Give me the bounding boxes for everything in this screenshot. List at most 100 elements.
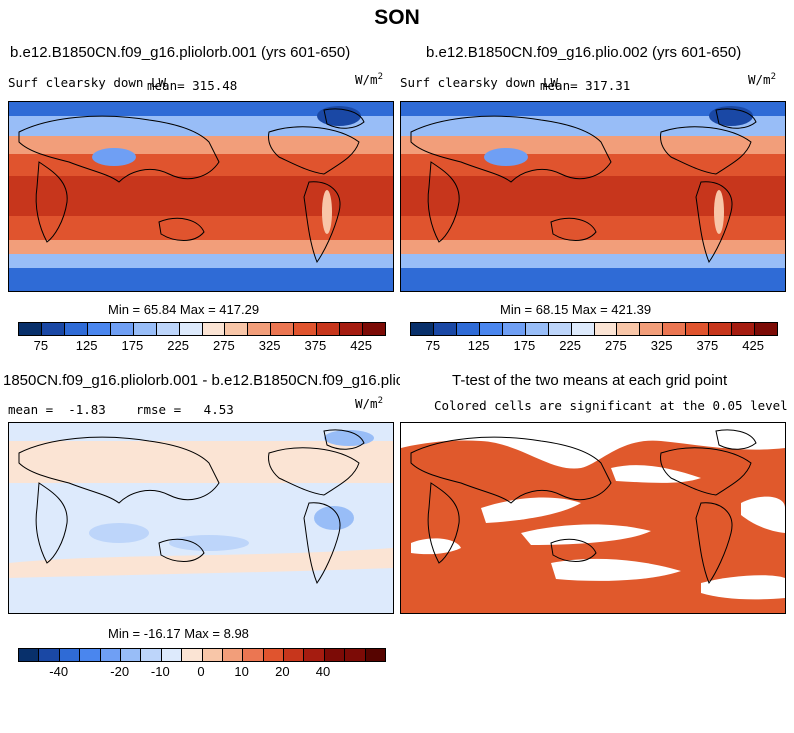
colorbar-swatch (324, 649, 346, 661)
ttest-white-north (401, 423, 785, 469)
colorbar-swatch (243, 649, 264, 661)
colorbar-tick-label: 75 (425, 338, 441, 353)
minmax-top-left: Min = 65.84 Max = 417.29 (108, 302, 260, 317)
coastlines-top-left (18, 108, 365, 264)
colorbar-tick-label: 20 (275, 664, 290, 679)
panel-title-top-right: b.e12.B1850CN.f09_g16.plio.002 (yrs 601-… (426, 44, 742, 61)
colorbar-swatch (80, 649, 101, 661)
panel-title-bottom-right: T-test of the two means at each grid poi… (452, 372, 728, 389)
ttest-white-midlat (611, 465, 701, 483)
colorbar-tick-label: 275 (213, 338, 235, 353)
colorbar-tick-label: 175 (121, 338, 144, 353)
colorbar-tick-label: 125 (75, 338, 98, 353)
colorbar-tick-label: 375 (304, 338, 327, 353)
season-title: SON (374, 6, 420, 29)
colorbar-tick-label: -20 (110, 664, 130, 679)
ttest-white-east-atl (741, 496, 785, 533)
colorbar-swatch (248, 323, 272, 335)
map-band-subpolar-s (9, 254, 393, 268)
colorbar-swatch (479, 323, 503, 335)
colorbar-tick-label: 325 (650, 338, 673, 353)
colorbar-swatch (202, 649, 223, 661)
colorbar-tick-label: 225 (167, 338, 189, 353)
map-panel-top-right (400, 101, 786, 292)
colorbar-swatch (182, 649, 203, 661)
map-panel-bottom-left (8, 422, 394, 614)
colorbar-swatch (686, 323, 710, 335)
mean-label-top-left: mean= 315.48 (147, 78, 238, 93)
colorbar-swatch (284, 649, 305, 661)
colorbar-tick-label: 0 (197, 664, 205, 679)
map-band-polar-s (9, 268, 393, 291)
colorbar-swatch (433, 323, 457, 335)
colorbar-tick-label: 325 (258, 338, 281, 353)
variable-label-top-right: Surf clearsky down LW (400, 75, 559, 90)
ttest-nonsignificant-areas (401, 423, 785, 600)
ttest-white-southern (701, 575, 785, 600)
colorbar-swatch (502, 323, 526, 335)
ttest-subtitle: Colored cells are significant at the 0.0… (434, 398, 788, 413)
diff-cold-patch-pacific (169, 535, 249, 551)
colorbar-swatch (156, 323, 180, 335)
map-andes-cold (322, 190, 332, 234)
colorbar-tick-label: 10 (234, 664, 249, 679)
map-band-midlat-s (401, 240, 785, 254)
ttest-map-bottom-right (401, 423, 785, 613)
coastlines-bottom-right (410, 429, 757, 585)
colorbar-swatch (41, 323, 65, 335)
diff-stats: mean = -1.83 rmse = 4.53 (8, 402, 234, 417)
ttest-white-tropics-a (481, 497, 581, 523)
mean-label-top-right: mean= 317.31 (540, 78, 631, 93)
colorbar-swatch (222, 649, 244, 661)
colorbar-swatch (202, 323, 226, 335)
ttest-white-indian (411, 538, 461, 555)
colorbar-tick-label: 375 (696, 338, 719, 353)
map-tibet-cold (92, 148, 136, 166)
map-band-polar-n (9, 102, 393, 116)
map-band-midlat-s (9, 240, 393, 254)
panel-title-bottom-left-clip: 1850CN.f09_g16.pliolorb.001 - b.e12.B185… (0, 372, 400, 392)
ttest-white-tropics-b (521, 524, 651, 545)
map-band-subpolar-n (9, 116, 393, 136)
colorbar-swatch (456, 323, 480, 335)
colorbar-tick-label: -10 (150, 664, 170, 679)
diff-cold-patch-asia (89, 523, 149, 543)
diff-map-bottom-left (9, 423, 393, 613)
colorbar-swatch (294, 323, 318, 335)
colorbar-tick-label: 175 (513, 338, 536, 353)
colorbar-top-left (18, 322, 386, 336)
coastlines-bottom-left (18, 429, 365, 585)
colorbar-swatch (755, 323, 777, 335)
panel-title-top-left: b.e12.B1850CN.f09_g16.pliolorb.001 (yrs … (10, 44, 351, 61)
map-band-subtrop-n (9, 154, 393, 176)
colorbar-top-right (410, 322, 778, 336)
colorbar-swatch (345, 649, 366, 661)
colorbar-swatch (663, 323, 687, 335)
diff-cold-patch-arctic (324, 430, 374, 446)
colorbar-tick-label: -40 (49, 664, 69, 679)
colorbar-swatch (304, 649, 325, 661)
diff-cold-patch-america (314, 506, 354, 530)
colorbar-swatch (161, 649, 183, 661)
colorbar-swatch (110, 323, 134, 335)
panel-title-bottom-left: 1850CN.f09_g16.pliolorb.001 - b.e12.B185… (3, 372, 400, 389)
colorbar-swatch (640, 323, 664, 335)
ttest-white-south (551, 558, 681, 581)
units-top-right: W/m2 (748, 72, 776, 88)
colorbar-swatch (271, 323, 295, 335)
units-bottom-left: W/m2 (355, 396, 383, 412)
colorbar-swatch (133, 323, 157, 335)
map-band-midlat-n (401, 136, 785, 154)
colorbar-swatch (594, 323, 618, 335)
colorbar-swatch (179, 323, 203, 335)
colorbar-tick-label: 425 (742, 338, 764, 353)
variable-label-top-left: Surf clearsky down LW (8, 75, 167, 90)
map-tibet-cold (484, 148, 528, 166)
colorbar-swatch (225, 323, 249, 335)
colorbar-bottom-left (18, 648, 386, 662)
colorbar-swatch (263, 649, 285, 661)
colorbar-swatch (525, 323, 549, 335)
minmax-bottom-left: Min = -16.17 Max = 8.98 (108, 626, 249, 641)
colorbar-tick-label: 75 (33, 338, 49, 353)
diff-band-south-warm (9, 548, 393, 578)
